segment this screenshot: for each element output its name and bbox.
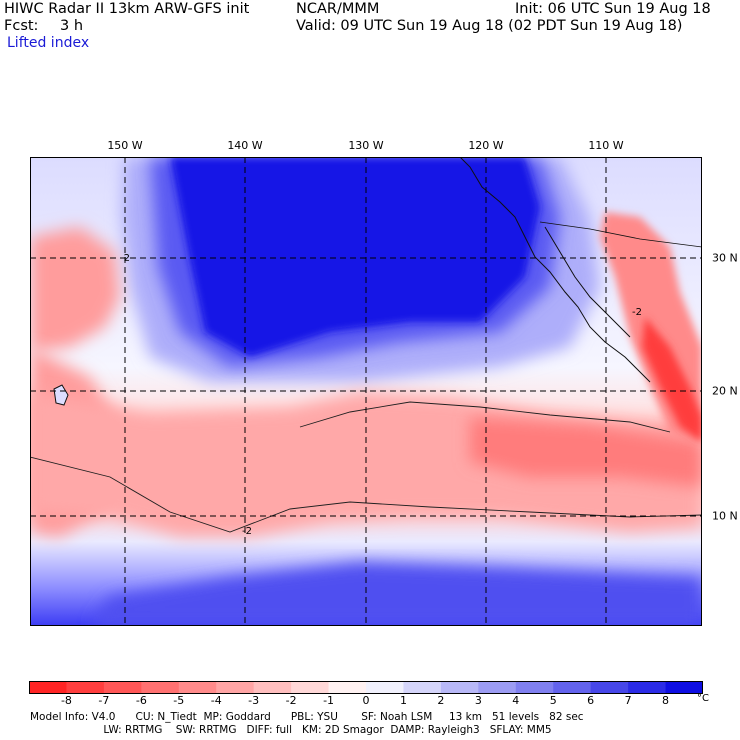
colorbar-bin xyxy=(478,681,517,694)
stable-airmass-core xyxy=(170,157,540,357)
colorbar-tick-label: 4 xyxy=(512,694,520,707)
colorbar xyxy=(29,681,703,694)
field-name: Lifted index xyxy=(7,35,90,51)
colorbar-tick-label: 3 xyxy=(474,694,482,707)
lon-label: 120 W xyxy=(468,139,504,152)
model-info-line1: Model Info: V4.0 CU: N_Tiedt MP: Goddard… xyxy=(30,711,584,723)
colorbar-bin xyxy=(628,681,667,694)
colorbar-bin xyxy=(366,681,404,694)
colorbar-tick-label: 0 xyxy=(362,694,370,707)
forecast-label: Fcst: xyxy=(4,18,39,34)
colorbar-tick-label: 1 xyxy=(399,694,407,707)
lon-label: 130 W xyxy=(348,139,384,152)
colorbar-tick-label: -2 xyxy=(285,694,297,707)
contour-label: -2 xyxy=(632,307,642,318)
colorbar-tick-label: 7 xyxy=(624,694,632,707)
colorbar-tick-label: -7 xyxy=(98,694,110,707)
colorbar-bin xyxy=(253,681,292,694)
colorbar-bin xyxy=(440,681,479,694)
colorbar-bin xyxy=(403,681,442,694)
colorbar-bin xyxy=(553,681,592,694)
colorbar-bin xyxy=(178,681,217,694)
valid-time: Valid: 09 UTC Sun 19 Aug 18 (02 PDT Sun … xyxy=(296,18,683,34)
contour-minus2 xyxy=(30,456,702,533)
colorbar-tick-label: -6 xyxy=(135,694,147,707)
unstable-mexico-core xyxy=(642,317,702,442)
colorbar-tick-label: 5 xyxy=(549,694,557,707)
organization-label: NCAR/MMM xyxy=(296,1,380,17)
lon-label: 140 W xyxy=(227,139,263,152)
colorbar-unit: °C xyxy=(697,693,709,704)
colorbar-tick-label: 6 xyxy=(587,694,595,707)
border-line xyxy=(539,221,702,248)
colorbar-bin xyxy=(29,681,67,694)
graticule xyxy=(30,157,702,626)
colorbar-tick-label: 8 xyxy=(662,694,670,707)
contour-label: -2 xyxy=(120,253,130,264)
lifted-index-map: -2 -2 -2 xyxy=(30,157,702,626)
coastline xyxy=(459,157,651,383)
colorbar-tick-label: -4 xyxy=(210,694,222,707)
stable-south xyxy=(90,562,702,626)
init-time: Init: 06 UTC Sun 19 Aug 18 xyxy=(515,1,711,17)
contour-minus2-north xyxy=(299,401,671,433)
lon-label: 110 W xyxy=(588,139,624,152)
model-info-line2: LW: RRTMG SW: RRTMG DIFF: full KM: 2D Sm… xyxy=(30,724,552,736)
map-frame xyxy=(30,157,702,626)
colorbar-bin xyxy=(328,681,367,694)
colorbar-bin xyxy=(141,681,180,694)
colorbar-tick-label: -1 xyxy=(323,694,335,707)
colorbar-tick-label: -3 xyxy=(248,694,260,707)
colorbar-tick-label: 2 xyxy=(437,694,445,707)
colorbar-bin xyxy=(66,681,105,694)
lat-label: 10 N xyxy=(712,509,738,523)
colorbar-bin xyxy=(515,681,554,694)
lat-label: 30 N xyxy=(712,251,738,265)
colorbar-bin xyxy=(103,681,142,694)
colorbar-bin xyxy=(665,681,703,694)
model-title: HIWC Radar II 13km ARW-GFS init xyxy=(4,1,250,17)
baja-coast xyxy=(544,226,631,338)
colorbar-bin xyxy=(216,681,255,694)
colorbar-frame xyxy=(29,681,703,694)
colorbar-bin xyxy=(590,681,629,694)
hawaii-island xyxy=(53,384,69,406)
contour-label: -2 xyxy=(242,526,252,537)
forecast-hour: 3 h xyxy=(60,18,84,34)
lat-label: 20 N xyxy=(712,384,738,398)
colorbar-tick-label: -8 xyxy=(60,694,72,707)
colorbar-bin xyxy=(291,681,330,694)
lon-label: 150 W xyxy=(107,139,143,152)
unstable-band-core xyxy=(470,417,702,487)
colorbar-tick-label: -5 xyxy=(173,694,185,707)
